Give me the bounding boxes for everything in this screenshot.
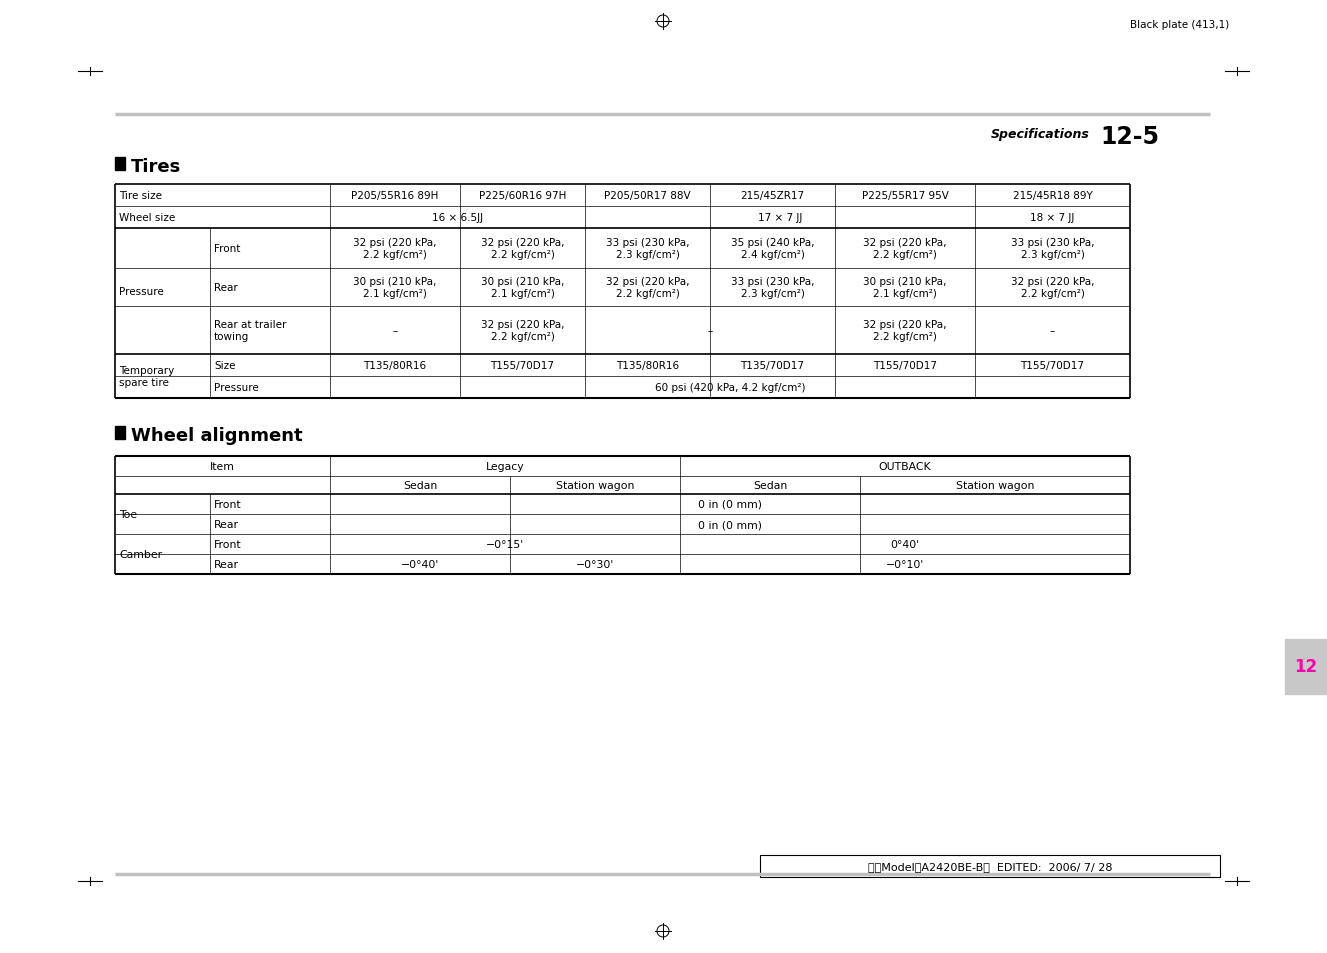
Text: −0°15': −0°15' [486, 539, 524, 550]
Text: P205/55R16 89H: P205/55R16 89H [352, 191, 439, 201]
Text: 17 × 7 JJ: 17 × 7 JJ [758, 213, 803, 223]
Text: 32 psi (220 kPa,
2.2 kgf/cm²): 32 psi (220 kPa, 2.2 kgf/cm²) [353, 238, 437, 259]
Text: P205/50R17 88V: P205/50R17 88V [604, 191, 691, 201]
Text: T135/70D17: T135/70D17 [740, 360, 804, 371]
Text: 32 psi (220 kPa,
2.2 kgf/cm²): 32 psi (220 kPa, 2.2 kgf/cm²) [864, 238, 946, 259]
Text: Pressure: Pressure [214, 382, 259, 393]
Bar [115, 427, 125, 439]
Text: Rear at trailer
towing: Rear at trailer towing [214, 320, 287, 341]
Text: Front: Front [214, 539, 242, 550]
Text: 33 psi (230 kPa,
2.3 kgf/cm²): 33 psi (230 kPa, 2.3 kgf/cm²) [1011, 238, 1095, 259]
Text: 215/45R18 89Y: 215/45R18 89Y [1013, 191, 1092, 201]
Text: −0°40': −0°40' [401, 559, 439, 569]
Text: T135/80R16: T135/80R16 [364, 360, 426, 371]
Text: Rear: Rear [214, 559, 239, 569]
Text: T155/70D17: T155/70D17 [873, 360, 937, 371]
Text: 32 psi (220 kPa,
2.2 kgf/cm²): 32 psi (220 kPa, 2.2 kgf/cm²) [605, 277, 689, 298]
Text: 33 psi (230 kPa,
2.3 kgf/cm²): 33 psi (230 kPa, 2.3 kgf/cm²) [605, 238, 689, 259]
Text: 18 × 7 JJ: 18 × 7 JJ [1030, 213, 1075, 223]
Text: T135/80R16: T135/80R16 [616, 360, 679, 371]
Text: Sedan: Sedan [752, 480, 787, 491]
Text: 32 psi (220 kPa,
2.2 kgf/cm²): 32 psi (220 kPa, 2.2 kgf/cm²) [480, 320, 564, 341]
Text: Tire size: Tire size [119, 191, 162, 201]
Text: 35 psi (240 kPa,
2.4 kgf/cm²): 35 psi (240 kPa, 2.4 kgf/cm²) [731, 238, 815, 259]
Text: Station wagon: Station wagon [556, 480, 634, 491]
Text: Toe: Toe [119, 510, 137, 519]
Text: –: – [707, 326, 713, 335]
Text: Sedan: Sedan [403, 480, 437, 491]
Text: 北米Model｢A2420BE-B｣  EDITED:  2006/ 7/ 28: 北米Model｢A2420BE-B｣ EDITED: 2006/ 7/ 28 [868, 862, 1112, 871]
Text: Item: Item [210, 461, 235, 472]
Text: 33 psi (230 kPa,
2.3 kgf/cm²): 33 psi (230 kPa, 2.3 kgf/cm²) [731, 277, 815, 298]
Bar [760, 855, 1220, 877]
Text: 32 psi (220 kPa,
2.2 kgf/cm²): 32 psi (220 kPa, 2.2 kgf/cm²) [1011, 277, 1095, 298]
Text: Pressure: Pressure [119, 287, 163, 296]
Text: Wheel alignment: Wheel alignment [131, 427, 303, 444]
Text: 0 in (0 mm): 0 in (0 mm) [698, 519, 762, 530]
Text: −0°30': −0°30' [576, 559, 614, 569]
Text: 30 psi (210 kPa,
2.1 kgf/cm²): 30 psi (210 kPa, 2.1 kgf/cm²) [864, 277, 946, 298]
Text: P225/55R17 95V: P225/55R17 95V [861, 191, 949, 201]
Text: 215/45ZR17: 215/45ZR17 [740, 191, 804, 201]
Text: –: – [1050, 326, 1055, 335]
Text: Size: Size [214, 360, 235, 371]
Text: Black plate (413,1): Black plate (413,1) [1131, 20, 1230, 30]
Text: –: – [393, 326, 398, 335]
Text: Temporary
spare tire: Temporary spare tire [119, 366, 174, 387]
Text: T155/70D17: T155/70D17 [491, 360, 555, 371]
Text: Tires: Tires [131, 158, 182, 175]
Text: Station wagon: Station wagon [955, 480, 1034, 491]
Text: OUTBACK: OUTBACK [878, 461, 932, 472]
Text: 0°40': 0°40' [890, 539, 920, 550]
Text: 12-5: 12-5 [1100, 125, 1158, 149]
Text: 32 psi (220 kPa,
2.2 kgf/cm²): 32 psi (220 kPa, 2.2 kgf/cm²) [480, 238, 564, 259]
Text: Front: Front [214, 499, 242, 510]
Text: T155/70D17: T155/70D17 [1020, 360, 1084, 371]
Text: 0 in (0 mm): 0 in (0 mm) [698, 499, 762, 510]
Text: Wheel size: Wheel size [119, 213, 175, 223]
Text: Front: Front [214, 244, 240, 253]
Text: 16 × 6.5JJ: 16 × 6.5JJ [431, 213, 483, 223]
Text: Rear: Rear [214, 519, 239, 530]
Text: 30 psi (210 kPa,
2.1 kgf/cm²): 30 psi (210 kPa, 2.1 kgf/cm²) [353, 277, 437, 298]
Bar [115, 158, 125, 171]
Text: P225/60R16 97H: P225/60R16 97H [479, 191, 567, 201]
Bar [1285, 639, 1327, 695]
Text: 60 psi (420 kPa, 4.2 kgf/cm²): 60 psi (420 kPa, 4.2 kgf/cm²) [654, 382, 805, 393]
Text: 30 psi (210 kPa,
2.1 kgf/cm²): 30 psi (210 kPa, 2.1 kgf/cm²) [480, 277, 564, 298]
Text: Specifications: Specifications [991, 128, 1089, 141]
Text: 32 psi (220 kPa,
2.2 kgf/cm²): 32 psi (220 kPa, 2.2 kgf/cm²) [864, 320, 946, 341]
Text: Rear: Rear [214, 283, 238, 293]
Text: Camber: Camber [119, 550, 162, 559]
Text: −0°10': −0°10' [886, 559, 924, 569]
Text: 12: 12 [1294, 658, 1318, 676]
Text: Legacy: Legacy [486, 461, 524, 472]
